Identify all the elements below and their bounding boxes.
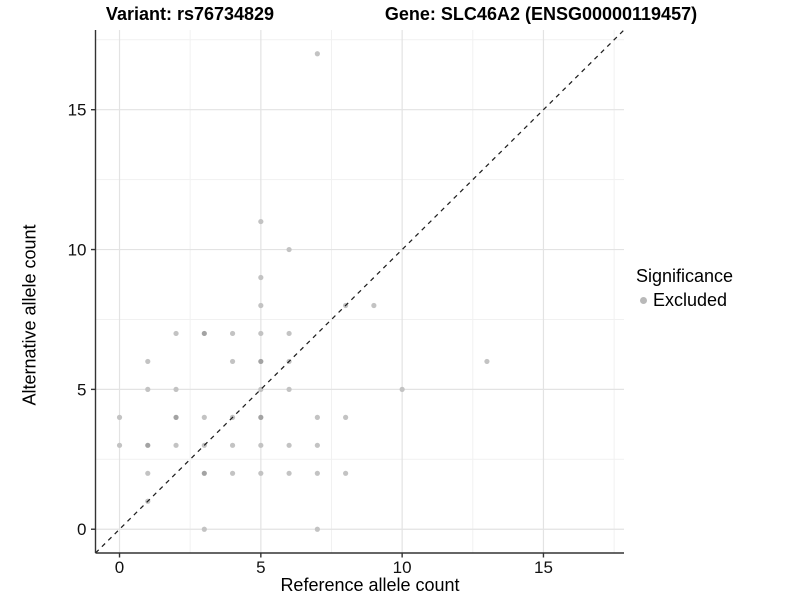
- svg-text:5: 5: [256, 558, 265, 577]
- legend-item-label: Excluded: [653, 290, 728, 310]
- svg-text:15: 15: [534, 558, 553, 577]
- plot-title-gene: Gene: SLC46A2 (ENSG00000119457): [384, 4, 698, 24]
- legend-item-excluded: Excluded: [636, 290, 733, 311]
- legend-title: Significance: [636, 266, 734, 286]
- y-axis-label: Alternative allele count: [19, 224, 40, 406]
- svg-text:5: 5: [77, 380, 86, 399]
- x-axis-label: Reference allele count: [280, 575, 460, 595]
- svg-text:0: 0: [77, 520, 86, 539]
- legend-point-icon: [640, 297, 647, 304]
- legend: Significance Excluded: [636, 266, 733, 311]
- svg-text:0: 0: [115, 558, 124, 577]
- svg-text:10: 10: [393, 558, 412, 577]
- plot-title-variant: Variant: rs76734829: [105, 4, 275, 24]
- svg-text:15: 15: [68, 101, 87, 120]
- svg-text:10: 10: [68, 241, 87, 260]
